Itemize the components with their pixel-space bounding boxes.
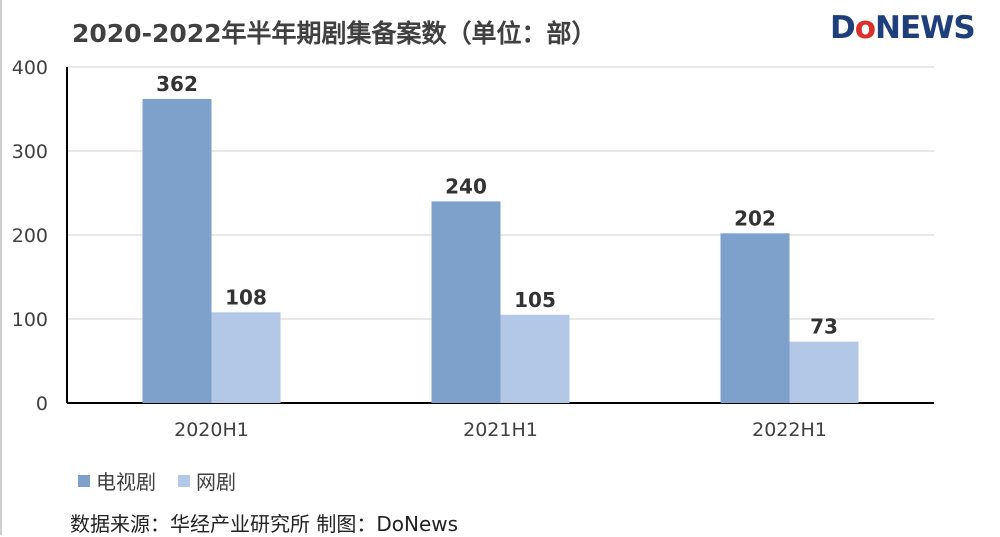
logo-letter-o: o: [854, 10, 876, 46]
bar-tv: [431, 201, 501, 403]
y-tick-label: 100: [12, 309, 48, 331]
legend-swatch-tv: [78, 474, 90, 487]
chart-title: 2020-2022年半年期剧集备案数（单位：部）: [72, 19, 597, 48]
y-tick-label: 400: [12, 57, 48, 79]
legend-item-web: 网剧: [178, 466, 236, 495]
data-label: 362: [156, 72, 198, 96]
x-tick-label: 2022H1: [752, 419, 827, 441]
legend-item-tv: 电视剧: [78, 466, 156, 495]
data-label: 202: [734, 206, 776, 230]
left-border: [0, 0, 2, 535]
bar-web: [211, 312, 281, 403]
x-tick-label: 2020H1: [174, 419, 249, 441]
legend-swatch-web: [178, 474, 190, 487]
y-tick-label: 0: [36, 393, 48, 415]
legend-label-web: 网剧: [196, 470, 236, 494]
x-tick-label: 2021H1: [463, 419, 538, 441]
data-label: 240: [445, 174, 487, 198]
bar-tv: [720, 233, 790, 403]
y-tick-label: 300: [12, 141, 48, 163]
bar-web: [789, 341, 859, 403]
legend: 电视剧 网剧: [78, 466, 258, 495]
data-label: 73: [810, 315, 838, 339]
bar-chart: 0 100 200 300 400 362 108 2020H1 240 105 2021H1 202…: [12, 57, 934, 441]
logo-letter-d: D: [830, 10, 856, 46]
logo-letters-news: NEWS: [875, 10, 976, 46]
bar-tv: [142, 98, 212, 404]
data-label: 105: [514, 288, 556, 312]
data-label: 108: [225, 285, 267, 309]
donews-logo: DoNEWS: [830, 10, 976, 46]
source-note: 数据来源：华经产业研究所 制图：DoNews: [70, 512, 459, 536]
bar-web: [500, 314, 570, 403]
legend-label-tv: 电视剧: [96, 470, 156, 494]
y-tick-label: 200: [12, 225, 48, 247]
